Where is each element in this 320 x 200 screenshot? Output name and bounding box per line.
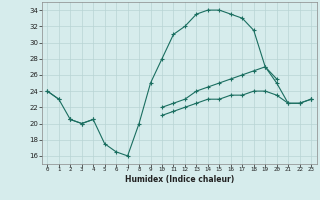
X-axis label: Humidex (Indice chaleur): Humidex (Indice chaleur) [124,175,234,184]
